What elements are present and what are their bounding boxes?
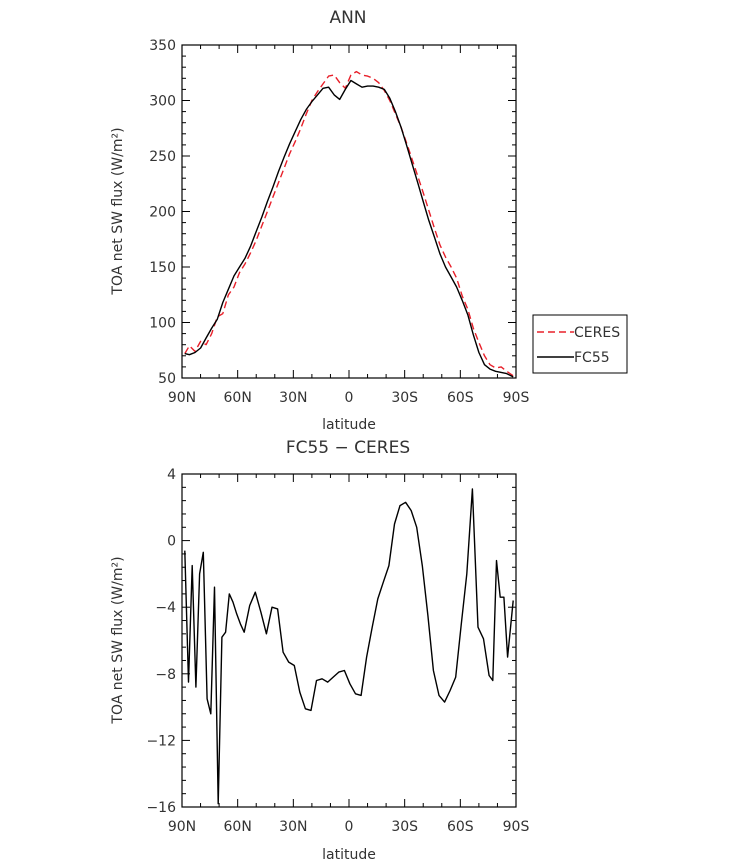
- bottom-x-axis-label: latitude: [322, 847, 376, 863]
- bottom-plot-frame: [181, 473, 517, 808]
- bottom-x-tick-label: 60N: [224, 819, 252, 835]
- legend: CERES FC55: [532, 314, 628, 374]
- bottom-series-line-difference: [184, 488, 514, 805]
- bottom-x-tick-label: 0: [345, 819, 354, 835]
- top-series-line-fc55: [184, 79, 514, 378]
- bottom-x-tick-label: 30S: [391, 819, 418, 835]
- bottom-y-tick-label: −4: [155, 600, 176, 616]
- top-y-tick-label: 100: [149, 316, 176, 332]
- legend-label-ceres: CERES: [574, 325, 620, 341]
- top-y-tick-label: 150: [149, 260, 176, 276]
- top-plot-frame: [181, 44, 517, 379]
- top-x-tick-label: 30S: [391, 390, 418, 406]
- bottom-y-tick-label: −16: [146, 800, 176, 816]
- top-x-axis-label: latitude: [322, 417, 376, 433]
- top-x-tick-label: 60S: [447, 390, 474, 406]
- legend-label-fc55: FC55: [574, 350, 610, 366]
- bottom-x-tick-label: 60S: [447, 819, 474, 835]
- top-x-tick-label: 60N: [224, 390, 252, 406]
- top-y-tick-label: 350: [149, 38, 176, 54]
- bottom-y-tick-label: −8: [155, 667, 176, 683]
- top-y-tick-label: 200: [149, 205, 176, 221]
- bottom-chart-title: FC55 − CERES: [286, 438, 410, 458]
- bottom-panel: FC55 − CERES 90N 60N 30N 0 30S 60S 90S −16 −12 −8…: [110, 438, 529, 863]
- bottom-y-axis-label: TOA net SW flux (W/m²): [110, 556, 126, 724]
- top-chart-title: ANN: [329, 8, 366, 28]
- top-x-tick-label: 0: [345, 390, 354, 406]
- top-x-tick-label: 90N: [168, 390, 196, 406]
- bottom-x-tick-label: 90S: [503, 819, 530, 835]
- top-x-tick-label: 30N: [279, 390, 307, 406]
- top-y-tick-label: 250: [149, 149, 176, 165]
- bottom-x-tick-label: 90N: [168, 819, 196, 835]
- bottom-y-tick-label: 4: [167, 467, 176, 483]
- top-panel: ANN 90N 60N 30N 0 30S 60S 90S 50 100 150 200 250 300…: [110, 8, 529, 433]
- top-y-axis-label: TOA net SW flux (W/m²): [110, 127, 126, 295]
- top-x-tick-label: 90S: [503, 390, 530, 406]
- top-series-line-ceres: [184, 70, 514, 377]
- top-y-tick-label: 50: [158, 371, 176, 387]
- bottom-x-tick-label: 30N: [279, 819, 307, 835]
- bottom-y-tick-label: −12: [146, 733, 176, 749]
- top-y-tick-label: 300: [149, 94, 176, 110]
- bottom-y-tick-label: 0: [167, 534, 176, 550]
- legend-box: [532, 314, 628, 374]
